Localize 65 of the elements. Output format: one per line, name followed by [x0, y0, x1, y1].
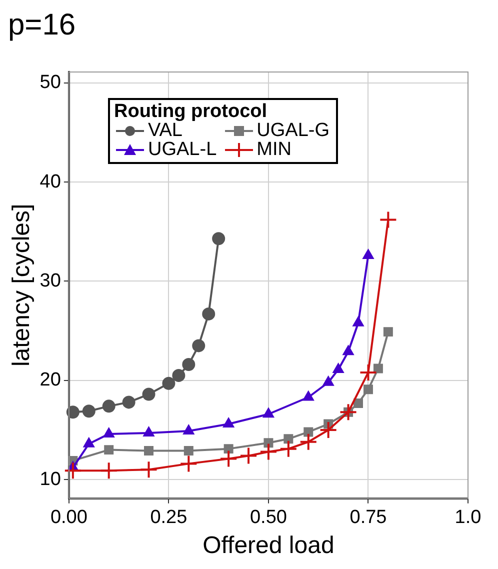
- point: [140, 460, 158, 479]
- point: [192, 339, 206, 352]
- legend-label: UGAL-L: [148, 139, 217, 160]
- point: [222, 418, 234, 428]
- legend-label: UGAL-G: [256, 120, 330, 141]
- x-tick-label: 0.75: [350, 507, 387, 528]
- x-tick-label: 0.25: [150, 507, 188, 528]
- point: [342, 345, 354, 356]
- point: [82, 404, 96, 418]
- point: [144, 446, 154, 456]
- point: [319, 420, 338, 439]
- point: [299, 432, 318, 451]
- point: [100, 462, 118, 480]
- point: [66, 406, 80, 419]
- point: [180, 454, 198, 473]
- point: [322, 376, 334, 386]
- legend-label: VAL: [148, 120, 183, 141]
- point: [142, 388, 156, 401]
- point: [102, 400, 116, 413]
- y-tick-label: 40: [40, 171, 61, 192]
- point: [259, 442, 278, 461]
- point: [373, 364, 383, 374]
- point: [182, 358, 196, 372]
- y-tick-label: 30: [40, 270, 61, 292]
- point: [162, 376, 176, 390]
- legend-label: MIN: [256, 139, 292, 160]
- point: [284, 434, 294, 444]
- point: [302, 390, 314, 401]
- chart-title: p=16: [8, 8, 76, 42]
- point: [363, 384, 373, 394]
- point: [122, 396, 136, 409]
- point: [359, 363, 378, 382]
- legend-title: Routing protocol: [114, 101, 268, 122]
- point: [352, 316, 364, 326]
- y-tick-label: 10: [40, 468, 61, 490]
- point: [362, 248, 374, 259]
- point: [182, 424, 194, 434]
- y-tick-label: 50: [40, 72, 61, 94]
- point: [264, 438, 274, 448]
- point: [212, 232, 226, 246]
- point: [104, 445, 114, 455]
- point: [279, 440, 298, 458]
- point: [262, 408, 274, 418]
- point: [172, 368, 186, 382]
- x-tick-label: 0.50: [250, 507, 287, 528]
- y-axis-title: latency [cycles]: [8, 204, 36, 367]
- x-axis-title: Offered load: [202, 532, 334, 560]
- point: [354, 398, 363, 408]
- point: [184, 446, 194, 456]
- point: [220, 450, 238, 468]
- point: [83, 437, 95, 448]
- point: [143, 426, 154, 436]
- point: [224, 444, 234, 454]
- point: [339, 403, 358, 422]
- point: [332, 362, 344, 373]
- point: [64, 462, 82, 480]
- x-tick-label: 0.00: [50, 507, 88, 528]
- point: [379, 210, 398, 229]
- y-tick-label: 20: [40, 370, 61, 391]
- x-tick-label: 1.0: [454, 507, 482, 528]
- point: [202, 307, 216, 320]
- point: [240, 446, 258, 465]
- point: [383, 327, 393, 337]
- point: [304, 427, 314, 437]
- point: [103, 427, 115, 438]
